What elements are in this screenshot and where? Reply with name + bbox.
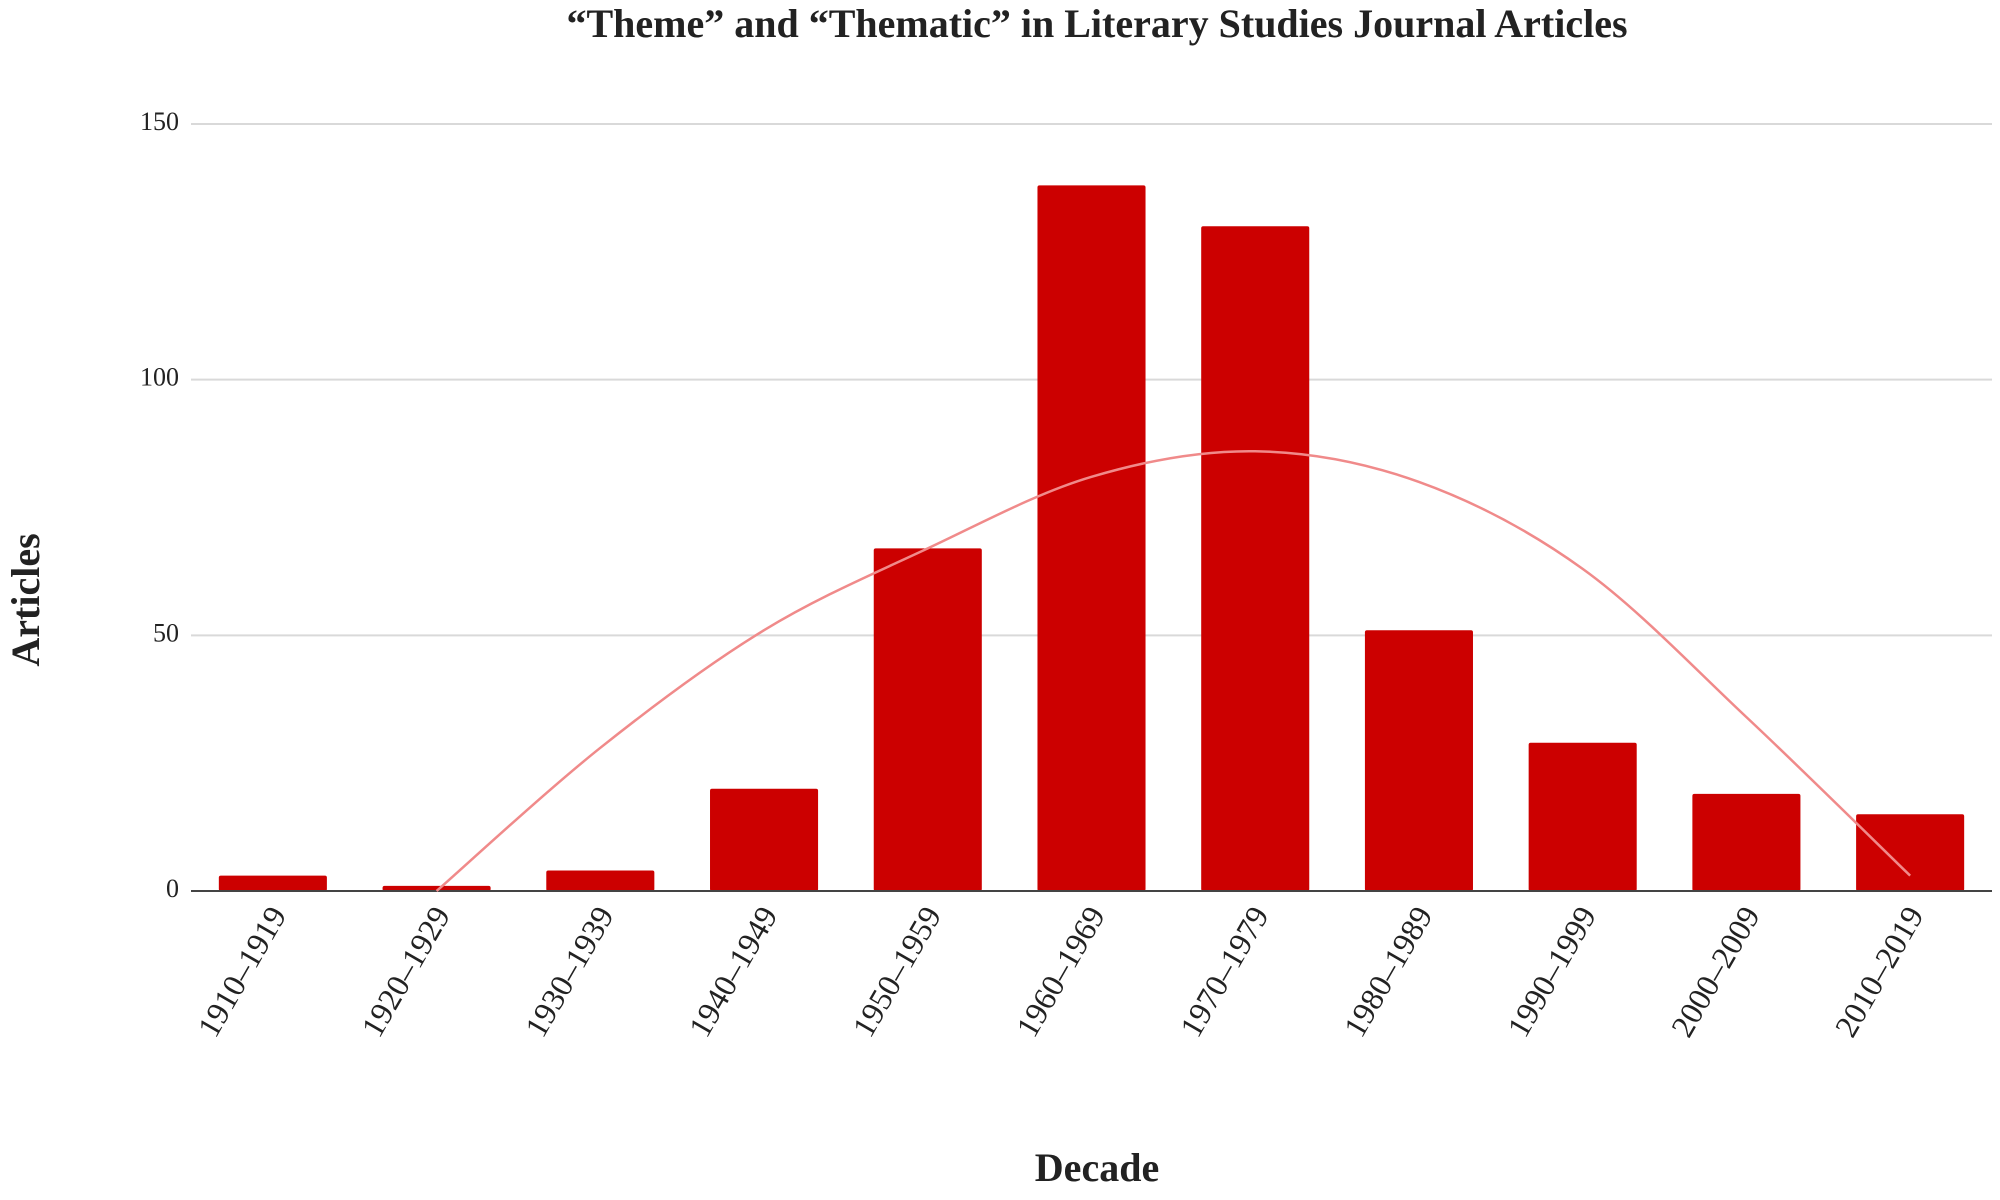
bar: [546, 870, 655, 891]
x-tick-label: 1930–1939: [518, 900, 621, 1043]
x-tick-label: 2000–2009: [1664, 900, 1767, 1043]
y-tick-label: 100: [140, 363, 179, 392]
bar: [710, 788, 819, 891]
bar: [873, 548, 982, 891]
bar: [1037, 185, 1146, 892]
bar: [1528, 742, 1637, 891]
bar: [1201, 226, 1310, 891]
bar: [1364, 630, 1473, 891]
bar: [1856, 814, 1965, 891]
x-axis-label: Decade: [1035, 1145, 1159, 1190]
x-tick-label: 1910–1919: [190, 900, 293, 1043]
y-tick-label: 50: [153, 618, 179, 647]
x-tick-label: 1950–1959: [845, 900, 948, 1043]
x-tick-label: 1990–1999: [1500, 900, 1603, 1043]
x-tick-label: 1940–1949: [681, 900, 784, 1043]
bar: [1692, 793, 1801, 891]
x-tick-label: 1980–1989: [1336, 900, 1439, 1043]
y-tick-label: 0: [166, 874, 179, 903]
trendline: [435, 450, 1912, 892]
bar: [218, 875, 327, 891]
x-tick-label: 1970–1979: [1172, 900, 1275, 1043]
y-tick-label: 150: [140, 107, 179, 136]
y-axis-label: Articles: [3, 533, 48, 666]
x-tick-label: 1920–1929: [354, 900, 457, 1043]
x-tick-label: 2010–2019: [1827, 900, 1930, 1043]
chart-title: “Theme” and “Thematic” in Literary Studi…: [566, 1, 1627, 46]
bar: [382, 885, 491, 891]
x-tick-label: 1960–1969: [1009, 900, 1112, 1043]
